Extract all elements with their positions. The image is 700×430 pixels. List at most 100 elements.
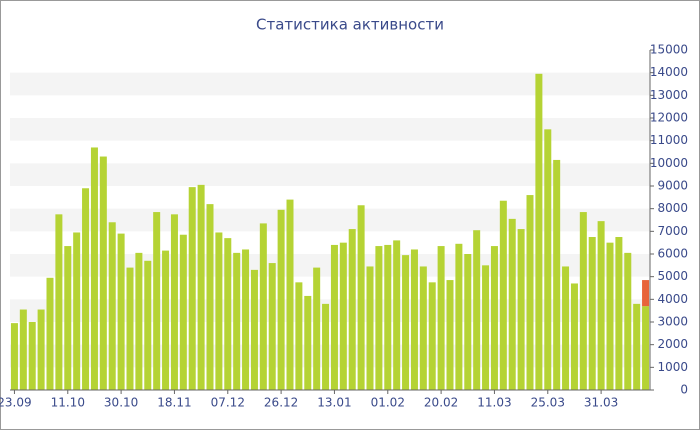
bar <box>153 212 161 390</box>
bar <box>633 303 641 390</box>
chart-title: Статистика активности <box>256 16 444 34</box>
bar <box>162 250 170 390</box>
bar <box>517 229 525 390</box>
x-tick-label: 01.02 <box>371 396 405 410</box>
grid-band <box>10 118 650 141</box>
y-tick-label: 8000 <box>657 201 688 215</box>
y-tick-label: 9000 <box>657 179 688 193</box>
x-tick-label: 23.09 <box>0 396 32 410</box>
bar <box>242 249 250 390</box>
grid-band <box>10 163 650 186</box>
y-tick-label: 10000 <box>650 156 688 170</box>
bar <box>224 238 232 390</box>
y-tick-label: 6000 <box>657 247 688 261</box>
x-tick-label: 11.03 <box>477 396 511 410</box>
bar <box>277 209 285 390</box>
bar <box>339 242 347 390</box>
bar <box>268 263 276 390</box>
grid-band <box>10 72 650 96</box>
bar <box>606 242 614 390</box>
bar <box>188 187 196 390</box>
bar <box>579 212 587 390</box>
bar <box>642 306 650 390</box>
bar <box>10 323 18 390</box>
y-tick-label: 14000 <box>650 65 688 79</box>
bar <box>330 244 338 390</box>
bar <box>499 200 507 390</box>
bar <box>402 255 410 390</box>
bar <box>144 260 152 390</box>
bar <box>19 309 27 390</box>
x-tick-label: 25.03 <box>531 396 565 410</box>
bar <box>437 246 445 390</box>
bar <box>313 267 321 390</box>
bar <box>508 218 516 390</box>
y-tick-label: 2000 <box>657 337 688 351</box>
bar <box>428 282 436 390</box>
bar <box>82 188 90 390</box>
bar <box>482 265 490 390</box>
bar <box>357 205 365 390</box>
bar <box>553 159 561 390</box>
bar <box>304 295 312 390</box>
bar <box>73 232 81 390</box>
bar <box>615 237 623 390</box>
bar <box>473 230 481 390</box>
bar <box>419 266 427 390</box>
bar <box>135 252 143 390</box>
bar <box>490 246 498 390</box>
bar <box>393 240 401 390</box>
bar <box>179 234 187 390</box>
bar <box>348 229 356 390</box>
bar <box>206 204 214 390</box>
bar <box>642 280 650 307</box>
bar <box>464 254 472 390</box>
bar <box>295 282 303 390</box>
bar <box>117 233 125 390</box>
grid-band <box>10 254 650 277</box>
bar <box>322 303 330 390</box>
y-tick-label: 12000 <box>650 111 688 125</box>
bar <box>250 269 258 390</box>
grid-band <box>10 299 650 322</box>
bar <box>446 280 454 390</box>
x-tick-label: 07.12 <box>211 396 245 410</box>
bar <box>126 267 134 390</box>
y-tick-label: 5000 <box>657 269 688 283</box>
x-tick-label: 13.01 <box>317 396 351 410</box>
bar <box>108 222 116 390</box>
y-tick-label: 13000 <box>650 88 688 102</box>
y-tick-label: 7000 <box>657 224 688 238</box>
bar <box>375 246 383 390</box>
bar <box>624 252 632 390</box>
y-tick-label: 1000 <box>657 360 688 374</box>
x-tick-label: 20.02 <box>424 396 458 410</box>
bar <box>410 249 418 390</box>
bar <box>455 243 463 390</box>
bar <box>286 199 294 390</box>
y-tick-label: 11000 <box>650 133 688 147</box>
bar <box>535 73 543 391</box>
bar <box>90 147 98 390</box>
bar <box>526 195 534 390</box>
bar <box>570 283 578 390</box>
y-tick-label: 15000 <box>650 43 688 57</box>
grid-band <box>10 208 650 232</box>
bar <box>64 246 72 390</box>
x-tick-label: 31.03 <box>584 396 618 410</box>
bar <box>544 129 552 391</box>
bar <box>55 214 63 390</box>
x-tick-label: 18.11 <box>157 396 191 410</box>
bar <box>588 237 596 390</box>
bar <box>37 309 45 390</box>
bar <box>28 322 36 390</box>
bar <box>366 266 374 390</box>
grid-band <box>10 344 650 368</box>
bar <box>197 184 205 390</box>
bar <box>46 277 54 390</box>
y-tick-label: 4000 <box>657 292 688 306</box>
y-tick-label: 3000 <box>657 315 688 329</box>
bar <box>215 232 223 390</box>
bar <box>562 266 570 390</box>
